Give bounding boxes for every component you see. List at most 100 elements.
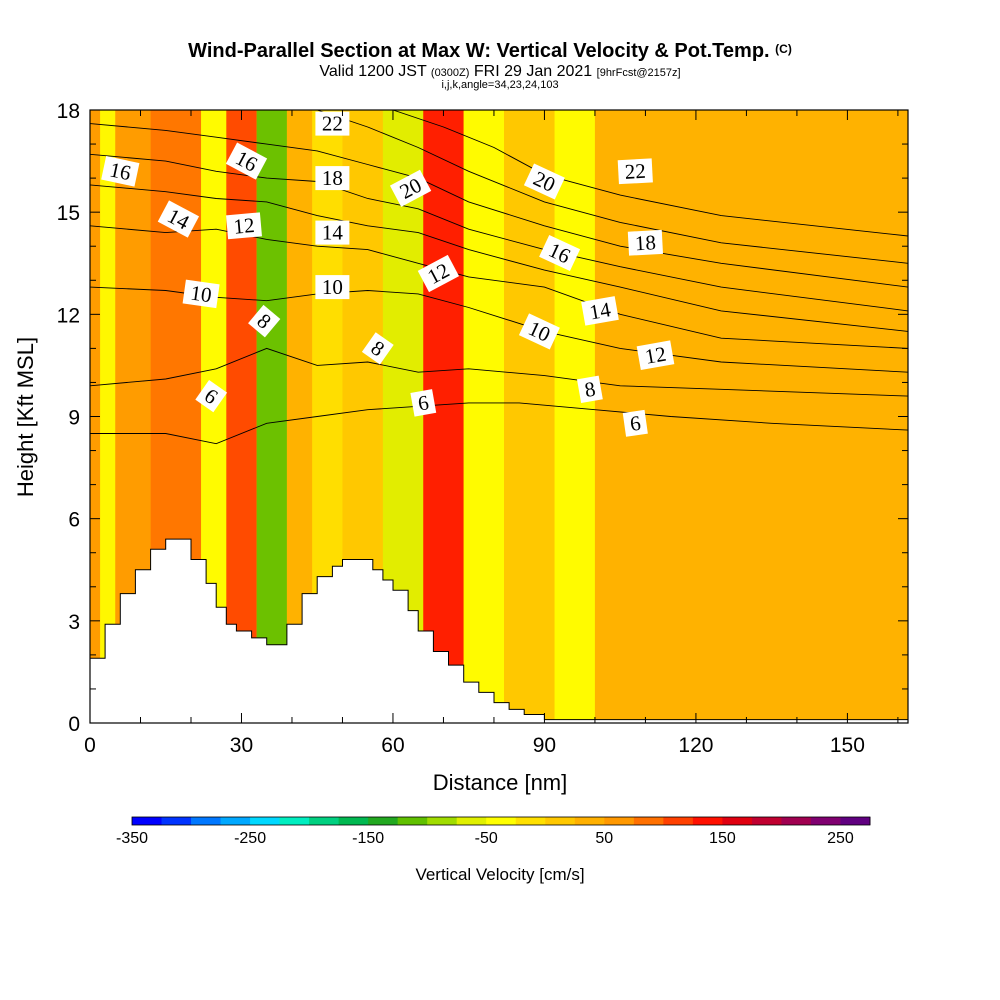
contour-label-22: 8: [576, 375, 603, 404]
y-tick-label: 15: [57, 202, 80, 225]
contour-label-box: [410, 389, 437, 417]
contour-label-text: 10: [322, 275, 343, 299]
contour-label-20: 14: [581, 296, 619, 326]
contour-label-text: 6: [628, 411, 642, 436]
x-tick-label: 150: [830, 734, 865, 757]
contour-label-text: 12: [643, 342, 668, 369]
x-tick-label: 0: [84, 734, 96, 757]
velocity-band-10: [423, 110, 464, 723]
contour-label-text: 22: [624, 159, 646, 184]
colorbar-swatch-14: [545, 817, 576, 825]
contour-label-box: [636, 340, 675, 370]
velocity-band-5: [256, 110, 287, 723]
chart-subtitle-indices: i,j,k,angle=34,23,24,103: [441, 79, 558, 91]
contour-label-box: [417, 254, 460, 293]
contour-label-9: 14: [315, 220, 350, 245]
y-axis-label: Height [Kft MSL]: [13, 337, 38, 497]
contour-labels: 1614106161282218141082012620161022181412…: [101, 111, 675, 437]
contour-label-3: 6: [195, 379, 228, 413]
contour-label-box: [539, 234, 581, 272]
contour-line-12: [90, 225, 908, 349]
contour-label-6: 8: [248, 304, 281, 338]
contour-label-text: 18: [322, 166, 343, 190]
contour-label-box: [581, 296, 619, 326]
colorbar-tick-label: -250: [234, 830, 266, 847]
velocity-band-13: [554, 110, 595, 723]
colorbar-tick-label: -150: [352, 830, 384, 847]
colorbar-swatch-15: [574, 817, 605, 825]
y-tick-label: 6: [68, 509, 80, 532]
contour-label-text: 6: [416, 390, 431, 415]
velocity-band-14: [594, 110, 908, 723]
contour-label-box: [226, 212, 262, 240]
colorbar-swatch-24: [840, 817, 871, 825]
colorbar-swatch-0: [132, 817, 163, 825]
y-tick-label: 9: [68, 407, 80, 430]
contour-label-7: 22: [315, 111, 350, 136]
velocity-band-11: [463, 110, 505, 723]
colorbar-swatch-11: [456, 817, 487, 825]
y-axis: 0 3 6 9 12 15 18: [57, 100, 908, 736]
contour-label-box: [101, 156, 140, 187]
colorbar-swatch-17: [633, 817, 664, 825]
colorbar-swatch-2: [191, 817, 222, 825]
colorbar-tick-label: -50: [475, 830, 498, 847]
contour-label-2: 10: [182, 279, 220, 309]
colorbar-tick-label: -350: [116, 830, 148, 847]
x-axis-label: Distance [nm]: [433, 770, 568, 795]
contour-label-box: [518, 313, 560, 350]
contour-label-5: 12: [226, 212, 262, 240]
velocity-band-1: [100, 110, 116, 723]
subtitle-utc: (0300Z): [431, 67, 470, 79]
colorbar-swatch-22: [781, 817, 812, 825]
contour-label-text: 10: [189, 281, 213, 308]
contour-label-box: [617, 158, 653, 185]
contour-label-text: 12: [232, 213, 255, 239]
colorbar-swatch-10: [427, 817, 458, 825]
contour-label-0: 16: [101, 156, 140, 187]
contour-label-box: [225, 142, 268, 180]
colorbar-swatch-7: [338, 817, 369, 825]
contour-label-10: 10: [315, 275, 350, 300]
subtitle-date: FRI 29 Jan 2021: [474, 63, 592, 80]
x-axis: 0 30 60 90 120 150: [84, 110, 899, 757]
x-tick-label: 120: [678, 734, 713, 757]
colorbar-tick-label: 250: [827, 830, 854, 847]
colorbar-label: Vertical Velocity [cm/s]: [415, 865, 584, 884]
y-tick-label: 0: [68, 713, 80, 736]
contour-label-text: 16: [108, 157, 134, 185]
colorbar-swatch-19: [692, 817, 723, 825]
contour-line-20: [317, 110, 908, 264]
colorbar-swatch-5: [279, 817, 310, 825]
contour-label-box: [523, 163, 565, 200]
contour-label-box: [315, 275, 350, 300]
contour-label-text: 14: [588, 297, 613, 324]
contour-line-16: [90, 153, 908, 312]
y-tick-label: 18: [57, 100, 80, 123]
colorbar: -350 -250 -150 -50 50 150 250: [116, 816, 871, 847]
contour-label-21: 12: [636, 340, 675, 370]
colorbar-swatch-8: [368, 817, 399, 825]
colorbar-swatch-13: [515, 817, 546, 825]
contour-label-14: 6: [410, 389, 437, 417]
x-tick-label: 30: [230, 734, 253, 757]
terrain-mask: [89, 538, 909, 724]
subtitle-forecast: [9hrFcst@2157z]: [597, 67, 681, 79]
colorbar-tick-label: 150: [709, 830, 736, 847]
velocity-band-12: [504, 110, 555, 723]
contour-label-box: [195, 379, 228, 413]
chart-title-suffix: (C): [775, 42, 792, 56]
contour-label-8: 18: [315, 166, 350, 191]
colorbar-swatch-3: [220, 817, 251, 825]
contour-label-23: 6: [622, 409, 648, 437]
colorbar-swatch-4: [250, 817, 281, 825]
colorbar-swatch-21: [751, 817, 782, 825]
chart-subtitle: Valid 1200 JST (0300Z) FRI 29 Jan 2021 […: [319, 63, 680, 80]
contour-label-box: [315, 111, 350, 136]
contour-label-box: [361, 332, 394, 365]
contour-label-text: 22: [322, 112, 343, 136]
x-tick-label: 60: [381, 734, 404, 757]
colorbar-swatch-20: [722, 817, 753, 825]
subtitle-valid: Valid 1200 JST: [319, 63, 427, 80]
